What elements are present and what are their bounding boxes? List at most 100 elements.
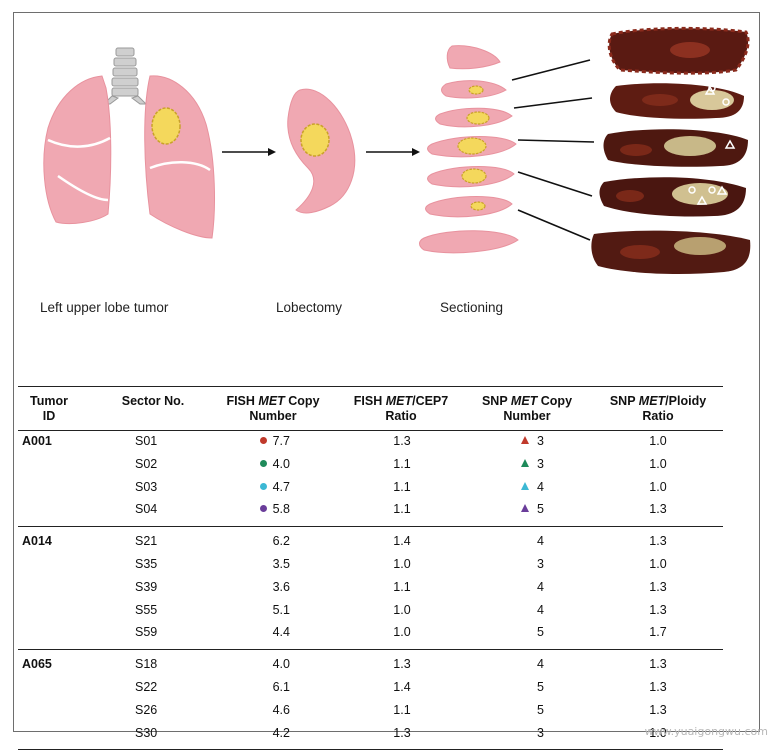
watermark: www.yuaigongwu.com [644,725,768,738]
fish-ratio-cell: 1.0 [393,557,411,571]
table-header-rule [18,430,723,431]
sector-no-cell: S03 [135,479,158,494]
sector-no-cell: S39 [135,579,158,594]
header-tumor-id-line2: ID [42,409,56,423]
fish-copy-value: 4.0 [272,657,290,672]
header-snp-copy-line1: SNP MET Copy [468,394,586,409]
snp-copy-value: 3 [537,434,544,448]
snp-ratio-cell: 1.3 [649,680,667,694]
snp-ratio-cell: 1.3 [649,702,667,717]
header-sector-no: Sector No. [121,394,185,408]
lobe-illustration [287,88,356,214]
snp-copy-value: 3 [537,557,544,571]
sector-no-cell: S21 [135,534,158,549]
marker-triangle-icon [521,481,530,490]
header-fish-copy-a: FISH [226,394,259,408]
fish-copy-cell: 5.8 [250,502,290,516]
trachea-illustration [102,47,148,105]
header-fish-ratio: FISH MET/CEP7 Ratio [342,394,460,424]
header-snp-ratio-line1: SNP MET/Ploidy [596,394,720,409]
fish-ratio-cell: 1.0 [393,602,411,617]
snp-ratio-cell: 1.3 [649,579,667,594]
sector-no-cell: S55 [135,602,158,617]
header-tumor-id: Tumor ID [22,394,76,424]
arrow-2 [366,148,420,156]
fish-copy-cell: 6.1 [250,680,290,694]
fish-ratio-cell: 1.1 [393,502,411,517]
fish-copy-cell: 4.7 [250,480,290,494]
sector-no-cell: S59 [135,625,158,640]
fish-copy-value: 4.6 [272,702,290,717]
fish-ratio-cell: 1.3 [393,434,411,448]
snp-copy-cell: 5 [500,703,544,717]
snp-copy-value: 4 [537,534,544,549]
marker-triangle-icon [521,458,530,467]
header-snp-copy: SNP MET Copy Number [468,394,586,424]
tissue-slice-photos [591,26,751,274]
header-tumor-id-line1: Tumor [30,394,68,408]
marker-dot-icon [259,505,267,513]
section-connector-lines [511,59,595,241]
sector-no-cell: S26 [135,702,158,717]
header-snp-copy-a: SNP [481,394,511,408]
fish-copy-value: 5.8 [272,502,290,517]
snp-copy-value: 3 [537,456,544,471]
fish-copy-cell: 5.1 [250,603,290,617]
snp-copy-cell: 3 [500,557,544,571]
fish-copy-value: 4.7 [272,479,290,494]
header-snp-ratio-b: /Ploidy [665,394,707,408]
fish-copy-cell: 6.2 [250,534,290,548]
fish-ratio-cell: 1.4 [393,680,411,694]
header-snp-ratio: SNP MET/Ploidy Ratio [596,394,720,424]
fish-ratio-cell: 1.4 [393,534,411,549]
header-snp-ratio-a: SNP [609,394,639,408]
group-divider-rule [18,649,723,651]
snp-copy-value: 5 [537,625,544,640]
fish-ratio-cell: 1.3 [393,725,411,740]
tumor-id: A014 [22,534,52,549]
snp-copy-cell: 4 [500,657,544,671]
snp-ratio-cell: 1.3 [649,534,667,549]
fish-ratio-cell: 1.1 [393,702,411,717]
right-lung-illustration [43,75,112,225]
fish-copy-cell: 7.7 [250,434,290,448]
snp-copy-cell: 4 [500,603,544,617]
fish-copy-cell: 4.4 [250,625,290,639]
header-fish-ratio-line2: Ratio [385,409,417,423]
sector-no-cell: S30 [135,725,158,740]
snp-copy-cell: 5 [500,680,544,694]
snp-ratio-cell: 1.3 [649,602,667,617]
snp-ratio-cell: 1.0 [649,456,667,471]
sector-no-cell: S35 [135,557,158,571]
header-fish-ratio-a: FISH [353,394,386,408]
snp-copy-value: 4 [537,602,544,617]
header-snp-ratio-met: MET [638,394,666,408]
snp-copy-cell: 5 [500,502,544,516]
fish-copy-value: 5.1 [272,602,290,617]
snp-ratio-cell: 1.3 [649,502,667,517]
fish-copy-value: 4.4 [272,625,290,640]
fish-ratio-cell: 1.1 [393,479,411,494]
fish-copy-value: 6.2 [272,534,290,549]
snp-copy-cell: 4 [500,580,544,594]
fish-copy-value: 6.1 [272,680,290,694]
fish-copy-cell: 4.2 [250,726,290,740]
snp-ratio-cell: 1.0 [649,479,667,494]
tumor-id: A065 [22,657,52,672]
header-fish-ratio-met: MET [385,394,413,408]
snp-copy-cell: 3 [500,457,544,471]
figure-frame [13,12,760,732]
fish-ratio-cell: 1.1 [393,579,411,594]
marker-triangle-icon [521,436,530,444]
snp-ratio-cell: 1.3 [649,657,667,672]
snp-copy-value: 3 [537,725,544,740]
snp-copy-cell: 3 [500,434,544,448]
marker-triangle-icon [521,504,530,513]
table-top-rule [18,386,723,387]
snp-copy-cell: 4 [500,480,544,494]
snp-copy-cell: 5 [500,625,544,639]
snp-copy-value: 4 [537,479,544,494]
header-snp-ratio-line2: Ratio [642,409,674,423]
tumor-id: A001 [22,434,52,448]
fish-copy-value: 7.7 [272,434,290,448]
